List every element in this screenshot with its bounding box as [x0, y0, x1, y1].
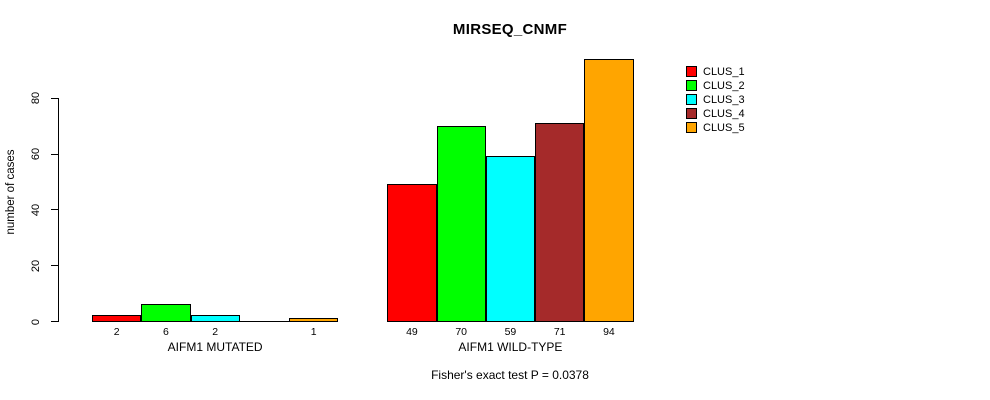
bar-clus_2	[436, 125, 486, 322]
legend-entry-label: CLUS_3	[703, 93, 745, 106]
y-axis-tick-label: 20	[30, 259, 42, 272]
bar-value-label: 71	[553, 325, 566, 338]
bar-clus_5	[584, 58, 634, 322]
bar-clus_3	[485, 156, 536, 322]
bar-value-label: 2	[113, 325, 120, 338]
bar-value-label: 1	[310, 325, 317, 338]
bar-clus_3	[190, 315, 240, 322]
bar-value-label: 70	[455, 325, 468, 338]
bar-value-label: 49	[406, 325, 418, 338]
legend-entry-label: CLUS_2	[703, 79, 745, 92]
annotation-text: Fisher's exact test P = 0.0378	[431, 368, 589, 382]
bar-value-label: 2	[212, 325, 219, 338]
legend-swatch-clus_5	[686, 121, 697, 133]
legend-entry-label: CLUS_4	[703, 107, 745, 120]
chart-title: MIRSEQ_CNMF	[452, 21, 568, 38]
y-axis-tick	[51, 209, 58, 211]
bar-value-label: 6	[162, 325, 169, 338]
group-label: AIFM1 MUTATED	[167, 340, 263, 354]
bar-clus_1	[92, 315, 142, 322]
legend-entry-label: CLUS_1	[703, 65, 745, 78]
y-axis-tick-label: 40	[30, 203, 42, 217]
bar-value-label: 94	[603, 325, 615, 338]
legend-swatch-clus_1	[686, 65, 697, 77]
group-label: AIFM1 WILD-TYPE	[458, 340, 563, 354]
y-axis-label: number of cases	[5, 149, 17, 235]
y-axis-line	[58, 97, 59, 322]
y-axis-tick	[51, 321, 58, 322]
y-axis-tick	[51, 97, 58, 99]
legend-swatch-clus_2	[686, 79, 697, 91]
bar-clus_1	[387, 184, 437, 322]
y-axis-tick	[51, 153, 58, 155]
bar-value-label: 59	[504, 325, 517, 338]
y-axis-tick-label: 0	[30, 318, 42, 325]
legend-swatch-clus_4	[686, 107, 697, 119]
bar-clus_2	[141, 304, 191, 322]
y-axis-tick-label: 80	[30, 92, 42, 105]
y-axis-tick	[51, 265, 58, 267]
legend-swatch-clus_3	[686, 93, 697, 105]
bar-clus_5	[289, 318, 339, 322]
y-axis-tick-label: 60	[30, 147, 42, 161]
bar-clus_4	[535, 122, 585, 322]
legend-entry-label: CLUS_5	[703, 121, 745, 134]
